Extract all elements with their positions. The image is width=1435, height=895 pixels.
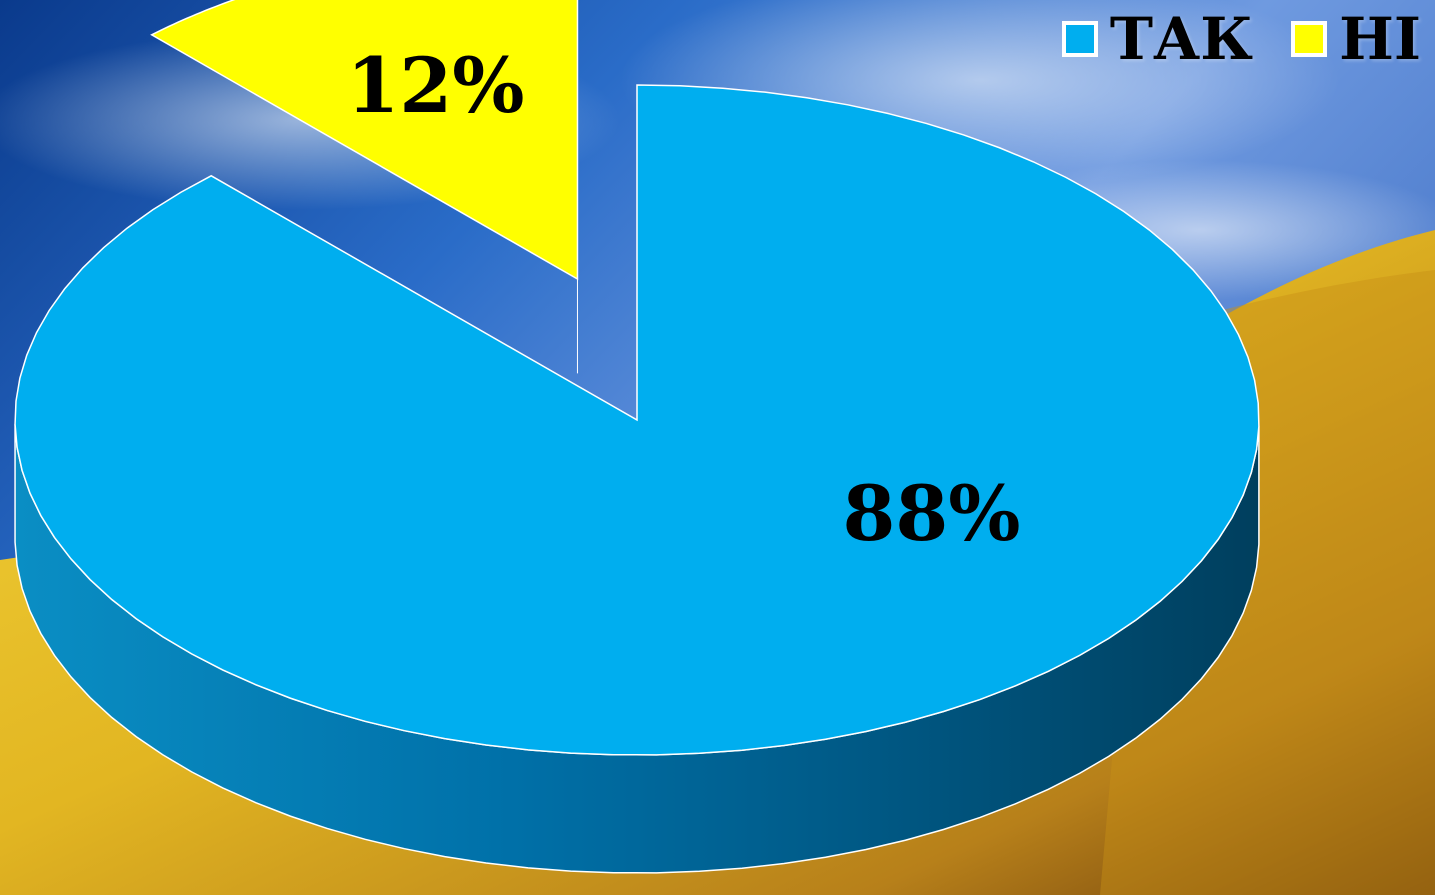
legend-item-tak: ТАК [1061,5,1254,73]
pie-slice-tak [14,84,1260,756]
legend-label-ni: НІ [1339,5,1421,73]
data-label-tak: 88% [842,469,1020,558]
chart-legend: ТАК НІ [1024,8,1421,70]
data-label-ni: 12% [347,41,525,130]
pie-slice-ni [150,0,579,281]
legend-swatch-tak [1061,21,1098,57]
legend-label-tak: ТАК [1109,5,1254,73]
legend-item-ni: НІ [1291,8,1421,70]
legend-swatch-ni [1291,21,1328,57]
